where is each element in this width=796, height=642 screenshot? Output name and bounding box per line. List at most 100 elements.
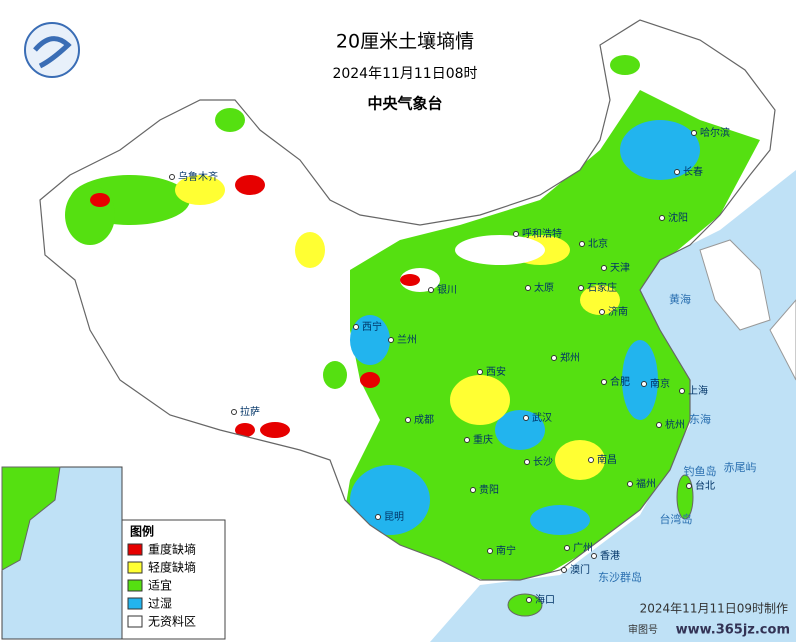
city-dot xyxy=(588,457,594,463)
city-dot xyxy=(477,369,483,375)
legend-label: 适宜 xyxy=(148,578,172,593)
city-label: 杭州 xyxy=(665,418,685,431)
city-dot xyxy=(578,285,584,291)
legend-swatch xyxy=(127,543,143,556)
city-label: 乌鲁木齐 xyxy=(178,170,218,183)
city-label: 澳门 xyxy=(570,563,590,576)
city-dot xyxy=(656,422,662,428)
city-label: 西宁 xyxy=(362,320,382,333)
city-label: 福州 xyxy=(636,477,656,490)
city-label: 南京 xyxy=(650,377,670,390)
city-dot xyxy=(599,309,605,315)
city-dot xyxy=(601,379,607,385)
city-label: 海口 xyxy=(535,593,555,606)
city-dot xyxy=(513,231,519,237)
city-dot xyxy=(405,417,411,423)
city-dot xyxy=(641,381,647,387)
city-label: 济南 xyxy=(608,305,628,318)
city-label: 香港 xyxy=(600,550,620,562)
city-label: 上海 xyxy=(688,384,708,397)
place-label: 东沙群岛 xyxy=(598,570,642,584)
city-label: 合肥 xyxy=(610,375,630,388)
korea xyxy=(699,239,771,331)
city-label: 太原 xyxy=(534,281,554,294)
city-dot xyxy=(691,130,697,136)
city-dot xyxy=(526,597,532,603)
legend-title: 图例 xyxy=(130,524,154,539)
city-dot xyxy=(627,481,633,487)
city-dot xyxy=(375,514,381,520)
city-label: 石家庄 xyxy=(587,281,617,294)
city-label: 南宁 xyxy=(496,544,516,557)
city-dot xyxy=(231,409,237,415)
city-label: 南昌 xyxy=(597,453,617,466)
city-dot xyxy=(561,567,567,573)
legend-label: 过湿 xyxy=(148,596,172,611)
city-label: 银川 xyxy=(437,283,457,296)
city-label: 哈尔滨 xyxy=(700,126,730,139)
legend-label: 重度缺墒 xyxy=(148,542,196,557)
city-dot xyxy=(601,265,607,271)
legend-label: 无资料区 xyxy=(148,615,196,629)
city-dot xyxy=(353,324,359,330)
city-dot xyxy=(679,388,685,394)
city-label: 天津 xyxy=(610,262,630,274)
legend-swatch xyxy=(127,579,143,592)
city-label: 台北 xyxy=(695,479,715,492)
city-dot xyxy=(388,337,394,343)
city-label: 成都 xyxy=(414,414,434,426)
city-label: 呼和浩特 xyxy=(522,228,562,240)
city-dot xyxy=(659,215,665,221)
city-dot xyxy=(564,545,570,551)
city-dot xyxy=(686,483,692,489)
watermark: www.365jz.com xyxy=(676,623,790,638)
inset-land xyxy=(1,466,61,571)
city-label: 昆明 xyxy=(384,511,404,523)
city-dot xyxy=(169,174,175,180)
place-label: 钓鱼岛 xyxy=(684,464,717,478)
city-dot xyxy=(674,169,680,175)
legend-label: 轻度缺墒 xyxy=(148,560,196,575)
city-dot xyxy=(428,287,434,293)
city-dot xyxy=(579,241,585,247)
city-label: 武汉 xyxy=(532,411,552,424)
place-label: 台湾岛 xyxy=(660,512,693,526)
time: 2024年11月11日08时 xyxy=(332,66,477,82)
city-dot xyxy=(523,415,529,421)
title: 20厘米土壤墒情 xyxy=(336,31,474,53)
hainan xyxy=(507,593,543,617)
city-label: 西安 xyxy=(486,365,506,378)
logo xyxy=(24,22,80,78)
footer-made: 2024年11月11日09时制作 xyxy=(640,602,788,616)
city-label: 长沙 xyxy=(533,456,553,468)
city-label: 兰州 xyxy=(397,333,417,346)
city-dot xyxy=(591,553,597,559)
sea xyxy=(430,170,796,642)
place-label: 东海 xyxy=(689,412,711,426)
city-dot xyxy=(551,355,557,361)
city-label: 贵阳 xyxy=(479,483,499,496)
city-dot xyxy=(487,548,493,554)
city-dot xyxy=(524,459,530,465)
city-dot xyxy=(464,437,470,443)
city-dot xyxy=(470,487,476,493)
city-label: 广州 xyxy=(573,542,593,554)
agency: 中央气象台 xyxy=(367,95,442,113)
city-label: 郑州 xyxy=(560,351,580,364)
city-label: 沈阳 xyxy=(668,211,688,224)
legend-swatch xyxy=(127,615,143,628)
legend-swatch xyxy=(127,561,143,574)
city-dot xyxy=(525,285,531,291)
legend-swatch xyxy=(127,597,143,610)
place-label: 赤尾屿 xyxy=(724,461,757,474)
place-label: 黄海 xyxy=(669,292,691,306)
footer-approval: 审图号 xyxy=(628,623,658,636)
japan xyxy=(769,299,796,381)
city-label: 北京 xyxy=(588,237,608,250)
city-label: 拉萨 xyxy=(240,405,260,418)
city-label: 长春 xyxy=(683,166,703,178)
